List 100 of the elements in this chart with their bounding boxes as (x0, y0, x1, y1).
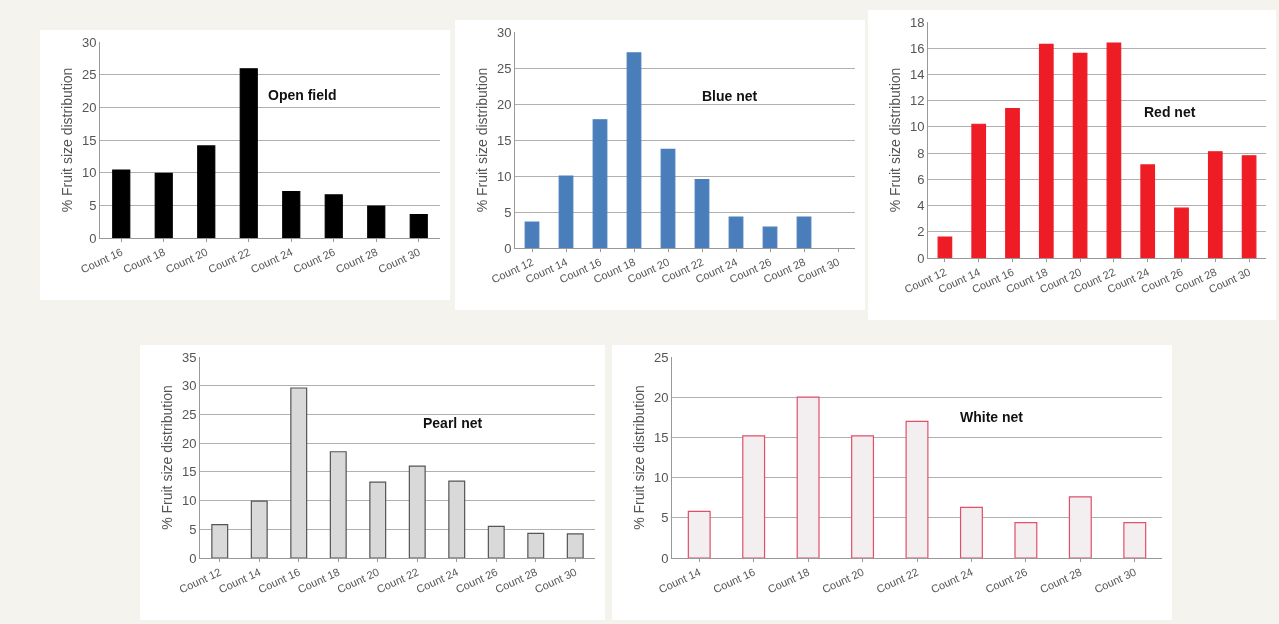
y-tick-label: 10 (181, 493, 197, 509)
x-tick-label: Count 24 (929, 565, 975, 596)
y-tick-label: 16 (909, 40, 925, 56)
y-tick-label: 20 (181, 435, 197, 451)
bar (851, 435, 875, 558)
bar (566, 533, 584, 558)
text: White net (960, 409, 1024, 425)
x-tick-label: Count 26 (291, 245, 337, 276)
text: Blue net (702, 88, 758, 104)
bar (762, 226, 778, 248)
bar (197, 145, 216, 238)
bar (1038, 43, 1054, 258)
bar (905, 420, 929, 558)
x-tick-label: Count 28 (1037, 565, 1084, 596)
bar (1068, 496, 1092, 558)
y-tick-label: 35 (181, 349, 197, 365)
y-tick-label: 30 (496, 24, 512, 40)
y-tick-label: 15 (181, 464, 197, 480)
bar (527, 532, 545, 558)
y-tick-label: 25 (81, 67, 97, 83)
bar (487, 525, 505, 558)
bar (369, 481, 387, 558)
y-tick-label: 30 (81, 34, 97, 50)
y-axis-title: % Fruit size distribution (886, 67, 903, 213)
y-tick-label: 0 (917, 250, 925, 266)
y-tick-label: 2 (917, 224, 925, 240)
bar (211, 524, 229, 558)
x-tick-label: Count 22 (874, 565, 921, 596)
text: Red net (1144, 104, 1196, 120)
x-tick-label: Count 30 (1092, 565, 1138, 596)
y-tick-label: 5 (189, 521, 197, 537)
y-tick-label: 6 (917, 171, 925, 187)
bar (1140, 164, 1156, 258)
y-tick-label: 0 (89, 230, 97, 246)
y-axis-title: % Fruit size distribution (58, 67, 75, 213)
y-tick-label: 0 (189, 550, 197, 566)
y-tick-label: 5 (661, 510, 669, 526)
y-tick-label: 18 (909, 14, 925, 30)
y-tick-label: 20 (653, 389, 669, 405)
y-tick-label: 25 (496, 60, 512, 76)
text: Pearl net (423, 415, 483, 431)
bar (1005, 107, 1020, 258)
bar (1123, 522, 1147, 558)
y-tick-label: 0 (661, 550, 669, 566)
y-tick-label: 4 (917, 198, 925, 214)
x-tick-label: Count 26 (983, 565, 1030, 596)
bar (1106, 42, 1122, 258)
bar (660, 148, 676, 248)
y-axis-title: % Fruit size distribution (473, 67, 490, 213)
bar (409, 213, 428, 238)
bar (742, 435, 766, 558)
y-tick-label: 25 (653, 349, 669, 365)
bar (250, 500, 268, 558)
bar (971, 123, 987, 258)
bar (290, 387, 308, 558)
bar (796, 216, 812, 248)
bar (796, 396, 820, 558)
x-tick-label: Count 18 (765, 565, 812, 596)
bar (408, 465, 426, 558)
bar (367, 205, 386, 238)
y-tick-label: 10 (909, 119, 925, 135)
bar (937, 236, 953, 258)
y-tick-label: 14 (909, 66, 925, 82)
x-tick-label: Count 14 (656, 565, 703, 596)
bar (626, 52, 642, 248)
bar (592, 119, 608, 248)
y-tick-label: 15 (496, 132, 512, 148)
bar (1207, 151, 1223, 258)
bar (324, 194, 343, 238)
bar (1241, 155, 1257, 258)
y-tick-label: 5 (89, 197, 97, 213)
bar (154, 172, 173, 238)
y-tick-label: 10 (81, 165, 97, 181)
bar (558, 175, 574, 248)
y-tick-label: 25 (181, 406, 197, 422)
y-tick-label: 8 (917, 145, 925, 161)
bar (1072, 52, 1088, 258)
bar (959, 506, 983, 558)
bar (694, 179, 710, 248)
bar (1014, 522, 1038, 558)
x-tick-label: Count 16 (711, 565, 757, 596)
bar (1174, 207, 1189, 258)
y-tick-label: 10 (653, 470, 669, 486)
x-tick-label: Count 22 (206, 245, 252, 276)
y-tick-label: 10 (496, 168, 512, 184)
y-tick-label: 5 (504, 204, 512, 220)
y-tick-label: 20 (81, 99, 97, 115)
y-axis-title: % Fruit size distribution (630, 385, 647, 530)
bar (282, 191, 301, 238)
bar (329, 451, 347, 558)
bar (687, 510, 711, 558)
y-tick-label: 30 (181, 378, 197, 394)
y-tick-label: 15 (653, 429, 669, 445)
bar (448, 480, 466, 558)
bar (524, 221, 540, 248)
y-tick-label: 15 (81, 132, 97, 148)
y-tick-label: 20 (496, 96, 512, 112)
x-tick-label: Count 20 (820, 565, 866, 596)
y-tick-label: 0 (504, 240, 512, 256)
bar (728, 216, 744, 248)
